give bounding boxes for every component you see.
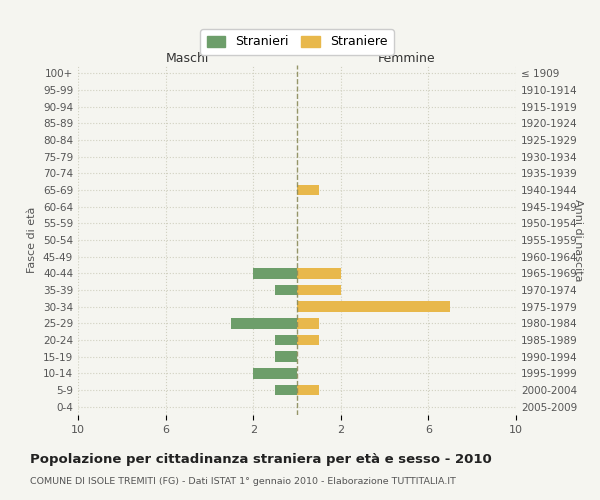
- Bar: [297, 184, 319, 196]
- Y-axis label: Anni di nascita: Anni di nascita: [573, 198, 583, 281]
- Text: COMUNE DI ISOLE TREMITI (FG) - Dati ISTAT 1° gennaio 2010 - Elaborazione TUTTITA: COMUNE DI ISOLE TREMITI (FG) - Dati ISTA…: [30, 478, 456, 486]
- Y-axis label: Fasce di età: Fasce di età: [28, 207, 37, 273]
- Bar: [297, 301, 450, 312]
- Bar: [275, 284, 297, 296]
- Bar: [253, 368, 297, 378]
- Bar: [297, 284, 341, 296]
- Bar: [275, 384, 297, 396]
- Text: Femmine: Femmine: [377, 52, 436, 65]
- Text: Popolazione per cittadinanza straniera per età e sesso - 2010: Popolazione per cittadinanza straniera p…: [30, 452, 492, 466]
- Bar: [297, 318, 319, 329]
- Bar: [253, 268, 297, 278]
- Bar: [275, 351, 297, 362]
- Legend: Stranieri, Straniere: Stranieri, Straniere: [200, 29, 394, 54]
- Bar: [275, 334, 297, 345]
- Bar: [297, 268, 341, 278]
- Text: Maschi: Maschi: [166, 52, 209, 65]
- Bar: [297, 334, 319, 345]
- Bar: [232, 318, 297, 329]
- Bar: [297, 384, 319, 396]
